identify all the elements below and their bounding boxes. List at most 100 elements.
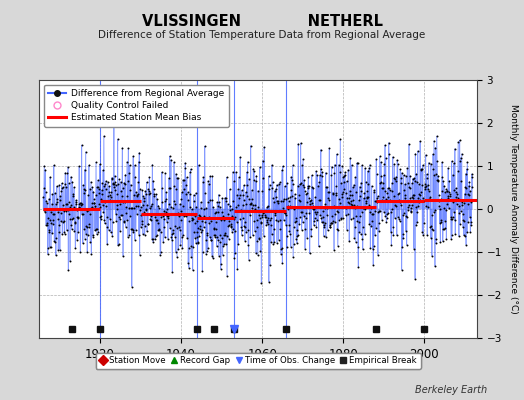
Point bbox=[120, 218, 128, 224]
Point bbox=[451, 146, 459, 152]
Point bbox=[460, 218, 468, 224]
Point bbox=[455, 233, 463, 240]
Point bbox=[107, 194, 115, 200]
Point bbox=[428, 253, 436, 259]
Point bbox=[322, 212, 331, 218]
Point bbox=[398, 212, 407, 218]
Point bbox=[289, 181, 297, 187]
Point bbox=[381, 155, 390, 161]
Point bbox=[438, 159, 446, 166]
Point bbox=[419, 232, 428, 238]
Point bbox=[254, 188, 262, 194]
Point bbox=[117, 188, 126, 194]
Point bbox=[326, 224, 334, 230]
Point bbox=[206, 173, 214, 179]
Point bbox=[203, 231, 212, 238]
Point bbox=[467, 171, 476, 177]
Point bbox=[286, 194, 294, 200]
Point bbox=[230, 254, 238, 261]
Point bbox=[413, 219, 421, 226]
Point bbox=[274, 198, 282, 204]
Point bbox=[359, 205, 368, 211]
Point bbox=[238, 187, 246, 194]
Point bbox=[318, 172, 326, 179]
Point bbox=[233, 266, 242, 272]
Point bbox=[417, 167, 425, 173]
Point bbox=[272, 182, 281, 188]
Point bbox=[270, 198, 278, 205]
Point bbox=[404, 204, 412, 210]
Point bbox=[301, 226, 310, 233]
Point bbox=[246, 142, 255, 149]
Point bbox=[263, 219, 271, 226]
Point bbox=[327, 220, 335, 226]
Point bbox=[124, 234, 132, 240]
Point bbox=[120, 179, 128, 186]
Point bbox=[215, 199, 223, 206]
Point bbox=[373, 171, 381, 178]
Point bbox=[219, 212, 227, 219]
Point bbox=[97, 187, 106, 193]
Point bbox=[369, 210, 377, 217]
Point bbox=[457, 150, 466, 157]
Point bbox=[359, 224, 367, 230]
Point bbox=[106, 229, 115, 236]
Point bbox=[291, 217, 300, 224]
Point bbox=[158, 185, 167, 192]
Point bbox=[168, 236, 176, 243]
Point bbox=[106, 192, 114, 198]
Point bbox=[255, 235, 263, 242]
Point bbox=[308, 172, 316, 179]
Point bbox=[223, 232, 232, 239]
Point bbox=[258, 212, 266, 218]
Point bbox=[116, 216, 125, 222]
Point bbox=[111, 172, 119, 179]
Point bbox=[381, 213, 389, 219]
Point bbox=[165, 184, 173, 191]
Point bbox=[261, 214, 269, 220]
Point bbox=[125, 205, 134, 211]
Point bbox=[323, 205, 331, 211]
Point bbox=[140, 198, 148, 204]
Point bbox=[236, 192, 244, 198]
Point bbox=[80, 226, 89, 232]
Point bbox=[157, 214, 166, 220]
Point bbox=[281, 209, 290, 216]
Point bbox=[449, 199, 457, 206]
Point bbox=[213, 199, 222, 206]
Point bbox=[201, 218, 210, 225]
Point bbox=[69, 192, 77, 199]
Point bbox=[159, 212, 167, 218]
Point bbox=[265, 186, 274, 192]
Point bbox=[315, 197, 324, 204]
Point bbox=[356, 193, 364, 200]
Point bbox=[200, 205, 208, 212]
Point bbox=[117, 212, 125, 218]
Point bbox=[430, 209, 438, 216]
Point bbox=[344, 198, 352, 205]
Point bbox=[413, 148, 422, 154]
Point bbox=[289, 254, 298, 260]
Point bbox=[260, 212, 269, 218]
Point bbox=[128, 226, 136, 232]
Point bbox=[70, 184, 78, 191]
Point bbox=[418, 166, 426, 172]
Point bbox=[199, 248, 207, 255]
Point bbox=[288, 193, 296, 199]
Point bbox=[390, 192, 398, 199]
Point bbox=[200, 224, 208, 230]
Point bbox=[49, 221, 58, 227]
Point bbox=[225, 218, 233, 224]
Point bbox=[190, 197, 198, 204]
Point bbox=[84, 192, 92, 198]
Point bbox=[65, 211, 73, 217]
Point bbox=[326, 222, 334, 228]
Point bbox=[82, 208, 91, 214]
Point bbox=[217, 209, 226, 215]
Point bbox=[311, 194, 320, 200]
Point bbox=[126, 213, 134, 220]
Point bbox=[178, 189, 186, 195]
Point bbox=[111, 179, 119, 185]
Point bbox=[247, 187, 256, 194]
Point bbox=[450, 209, 458, 215]
